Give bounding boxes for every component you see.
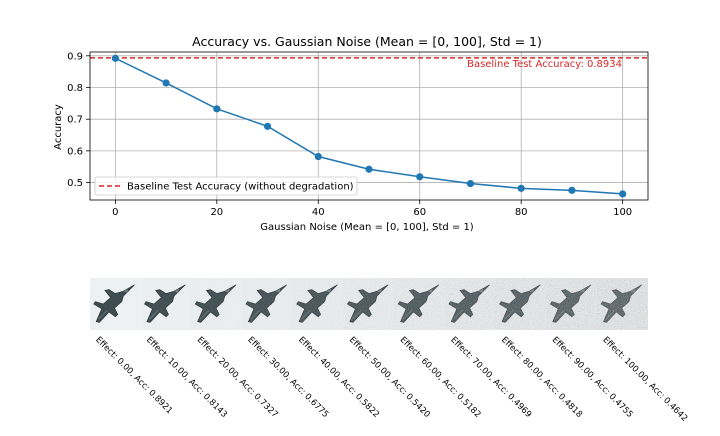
y-tick-label: 0.5 (67, 178, 83, 189)
thumbnail-label: Effect: 30.00, Acc: 0.6775 (245, 335, 330, 420)
x-tick-label: 60 (413, 207, 426, 218)
data-point (466, 179, 475, 188)
thumbnail-label: Effect: 40.00, Acc: 0.5822 (296, 335, 381, 420)
noise-overlay (597, 278, 648, 330)
x-axis-label: Gaussian Noise (Mean = [0, 100], Std = 1… (260, 222, 474, 233)
y-tick-label: 0.6 (67, 146, 83, 157)
legend-box (94, 176, 358, 196)
thumbnail-label: Effect: 50.00, Acc: 0.5420 (347, 335, 432, 420)
y-tick-label: 0.7 (67, 115, 83, 126)
x-tick-label: 100 (613, 207, 632, 218)
thumbnail-label: Effect: 60.00, Acc: 0.5182 (398, 335, 483, 420)
noise-overlay (90, 278, 141, 330)
data-point (263, 122, 272, 130)
x-tick-label: 0 (112, 207, 118, 218)
data-point (619, 190, 627, 198)
x-tick-label: 20 (210, 207, 223, 218)
thumbnail-label: Effect: 70.00, Acc: 0.4969 (448, 335, 533, 420)
axes-frame (89, 51, 649, 201)
thumbnail-label: Effect: 10.00, Acc: 0.8143 (144, 335, 229, 420)
x-tick-label: 40 (312, 207, 325, 218)
noise-overlay (343, 278, 395, 330)
plot-area: Baseline Test Accuracy: 0.8934 0 20 40 60 80 1… (67, 51, 649, 218)
baseline-annotation: Baseline Test Accuracy: 0.8934 (467, 59, 622, 70)
noise-overlay (191, 278, 243, 330)
data-point (162, 79, 170, 87)
noise-overlay (140, 278, 192, 330)
noise-overlay (546, 278, 598, 330)
x-tick-label: 80 (515, 207, 528, 218)
chart-title: Accuracy vs. Gaussian Noise (Mean = [0, … (192, 34, 542, 49)
data-point (568, 186, 576, 194)
legend: Baseline Test Accuracy (without degradat… (94, 176, 358, 196)
y-tick-label: 0.8 (67, 83, 83, 94)
data-point (314, 152, 322, 161)
thumbnail-label: Effect: 80.00, Acc: 0.4818 (499, 335, 584, 420)
data-point (111, 54, 119, 62)
noise-overlay (394, 278, 446, 330)
thumbnail-label: Effect: 90.00, Acc: 0.4755 (550, 335, 635, 420)
data-point (365, 165, 373, 173)
series-line (115, 57, 623, 195)
legend-label: Baseline Test Accuracy (without degradat… (127, 182, 354, 193)
noise-overlay (292, 278, 344, 330)
data-point (517, 184, 525, 192)
y-tick-label: 0.9 (67, 51, 83, 62)
thumbnail-label: Effect: 20.00, Acc: 0.7327 (195, 335, 280, 420)
data-point (213, 105, 221, 113)
thumbnail-label: Effect: 100.00, Acc: 0.4642 (601, 335, 690, 424)
data-point (416, 173, 424, 181)
y-axis-label: Accuracy (53, 104, 64, 150)
noise-overlay (495, 278, 547, 330)
noise-overlay (242, 278, 293, 330)
noise-overlay (445, 278, 496, 330)
